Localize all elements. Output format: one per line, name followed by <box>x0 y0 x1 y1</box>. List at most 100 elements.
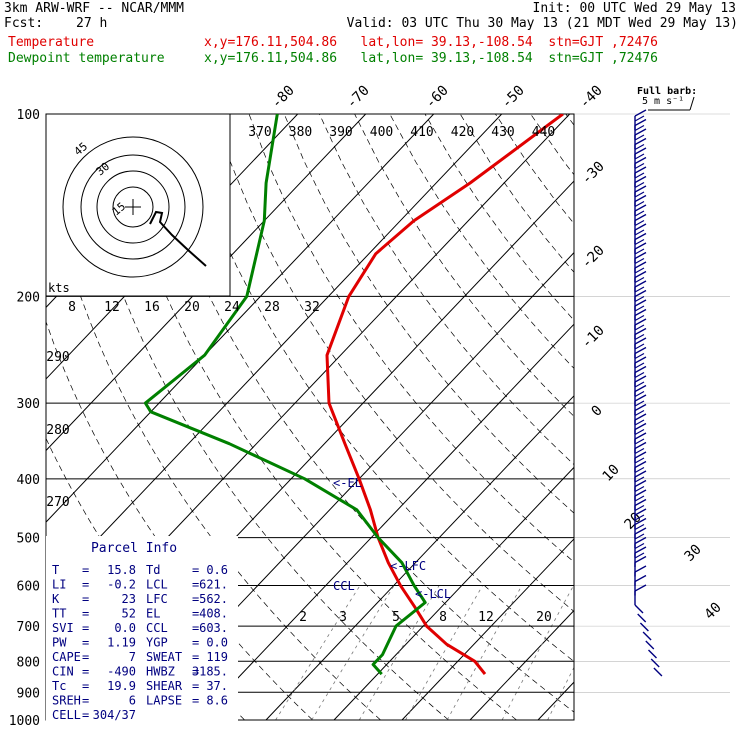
parcel-row-key: Td <box>146 563 160 577</box>
level-marker-ccl: CCL <box>333 579 355 593</box>
pressure-tick-label: 200 <box>17 290 40 305</box>
dry-adiabat <box>636 114 740 720</box>
isotherm-label: 10 <box>600 462 623 485</box>
mixing-ratio-label: 20 <box>184 300 200 315</box>
theta-label: 430 <box>491 125 514 140</box>
wind-barb <box>650 658 660 668</box>
parcel-row-eq: = <box>82 650 89 664</box>
parcel-row-value: 3185. <box>192 665 228 679</box>
parcel-row-key: PW <box>52 636 67 650</box>
pressure-tick-label: 1000 <box>9 714 40 729</box>
theta-label: 410 <box>410 125 433 140</box>
parcel-row-eq: = <box>82 708 89 722</box>
isotherm-line <box>46 114 503 595</box>
dry-adiabat <box>707 114 740 720</box>
isotherm-line <box>197 323 574 721</box>
parcel-row-eq: = <box>82 679 89 693</box>
parcel-row-key: HWBZ <box>146 665 175 679</box>
parcel-row-eq: = <box>82 694 89 708</box>
parcel-row-eq: = <box>192 621 199 635</box>
hodograph-trace <box>149 210 207 267</box>
pressure-tick-label: 600 <box>17 580 40 595</box>
parcel-row-key: TT <box>52 607 66 621</box>
mixing-ratio-label: 20 <box>536 610 552 625</box>
pressure-tick-label: 800 <box>17 655 40 670</box>
parcel-row-value: 304/37 <box>93 708 136 722</box>
wind-barb <box>645 640 655 650</box>
parcel-row-key: T <box>52 563 59 577</box>
parcel-row-value: 408. <box>199 607 228 621</box>
dewpoint-station-info: x,y=176.11,504.86 lat,lon= 39.13,-108.54… <box>204 51 658 66</box>
sounding-curves <box>143 114 564 676</box>
dry-adiabat <box>248 114 574 563</box>
isotherm-label: 0 <box>589 403 606 420</box>
parcel-row-value: 603. <box>199 621 228 635</box>
parcel-row-value: 7 <box>129 650 136 664</box>
parcel-row-value: 0.0 <box>206 636 228 650</box>
isotherm-line <box>46 114 435 523</box>
parcel-row-value: 1.19 <box>107 636 136 650</box>
wind-barbs <box>634 109 663 677</box>
parcel-row-eq: = <box>192 650 199 664</box>
parcel-info-title: Parcel Info <box>91 541 177 556</box>
mixing-ratio-label: 28 <box>264 300 280 315</box>
isotherm-line <box>469 609 574 721</box>
mixing-ratio-label: 32 <box>304 300 320 315</box>
mixing-ratio-label: 8 <box>68 300 76 315</box>
dry-adiabat <box>46 165 381 721</box>
forecast-hour: 27 h <box>76 16 108 31</box>
plot-frame <box>45 113 575 721</box>
mixing-ratio-line <box>311 585 395 721</box>
mixing-ratio-line <box>275 585 361 721</box>
parcel-row-value: 15.8 <box>107 563 136 577</box>
mixing-ratio-label: 12 <box>104 300 120 315</box>
barb-legend-scale: 5 m s⁻¹ <box>642 96 684 107</box>
forecast-label: Fcst: <box>4 16 44 31</box>
isotherm-line <box>606 114 740 720</box>
theta-label: 370 <box>248 125 271 140</box>
parcel-row-eq: = <box>82 621 89 635</box>
parcel-row-key: K <box>52 592 60 606</box>
parcel-row-key: SVI <box>52 621 74 635</box>
parcel-row-eq: = <box>82 592 89 606</box>
parcel-info-background <box>46 536 238 730</box>
parcel-row-key: SHEAR <box>146 679 183 693</box>
parcel-row-eq: = <box>192 592 199 606</box>
theta-label: 380 <box>289 125 312 140</box>
wind-barb <box>648 649 657 659</box>
theta-e-label: 270 <box>46 495 69 510</box>
parcel-row-key: LFC <box>146 592 168 606</box>
dry-adiabat <box>72 114 449 721</box>
parcel-row-eq: = <box>82 607 89 621</box>
theta-label: 400 <box>370 125 393 140</box>
parcel-row-value: 8.6 <box>206 694 228 708</box>
dry-adiabat <box>319 114 574 466</box>
isotherm-line <box>46 114 367 452</box>
wind-barb <box>642 631 652 641</box>
parcel-row-value: 37. <box>206 679 228 693</box>
isotherm-line <box>674 114 740 720</box>
temperature-station-info: x,y=176.11,504.86 lat,lon= 39.13,-108.54… <box>204 35 658 50</box>
parcel-row-value: -490 <box>107 665 136 679</box>
parcel-row-key: CELL <box>52 708 81 722</box>
parcel-row-key: CIN <box>52 665 74 679</box>
level-marker-lfc: <-LFC <box>390 559 426 573</box>
pressure-tick-label: 400 <box>17 473 40 488</box>
isotherm-label: -10 <box>579 323 608 352</box>
parcel-row-value: 562. <box>199 592 228 606</box>
chart-grid <box>46 114 740 721</box>
isotherm-label: -30 <box>579 159 608 188</box>
isotherm-line <box>401 538 574 721</box>
hodograph-ring <box>96 170 170 244</box>
dry-adiabat <box>354 114 574 417</box>
isotherm-label: -50 <box>499 83 528 112</box>
parcel-row-eq: = <box>192 665 199 679</box>
isotherm-label: -60 <box>423 83 452 112</box>
dry-adiabat <box>601 114 740 720</box>
parcel-row-value: 19.9 <box>107 679 136 693</box>
level-marker-el: <-EL <box>333 476 362 490</box>
theta-label: 390 <box>329 125 352 140</box>
pressure-tick-label: 900 <box>17 686 40 701</box>
